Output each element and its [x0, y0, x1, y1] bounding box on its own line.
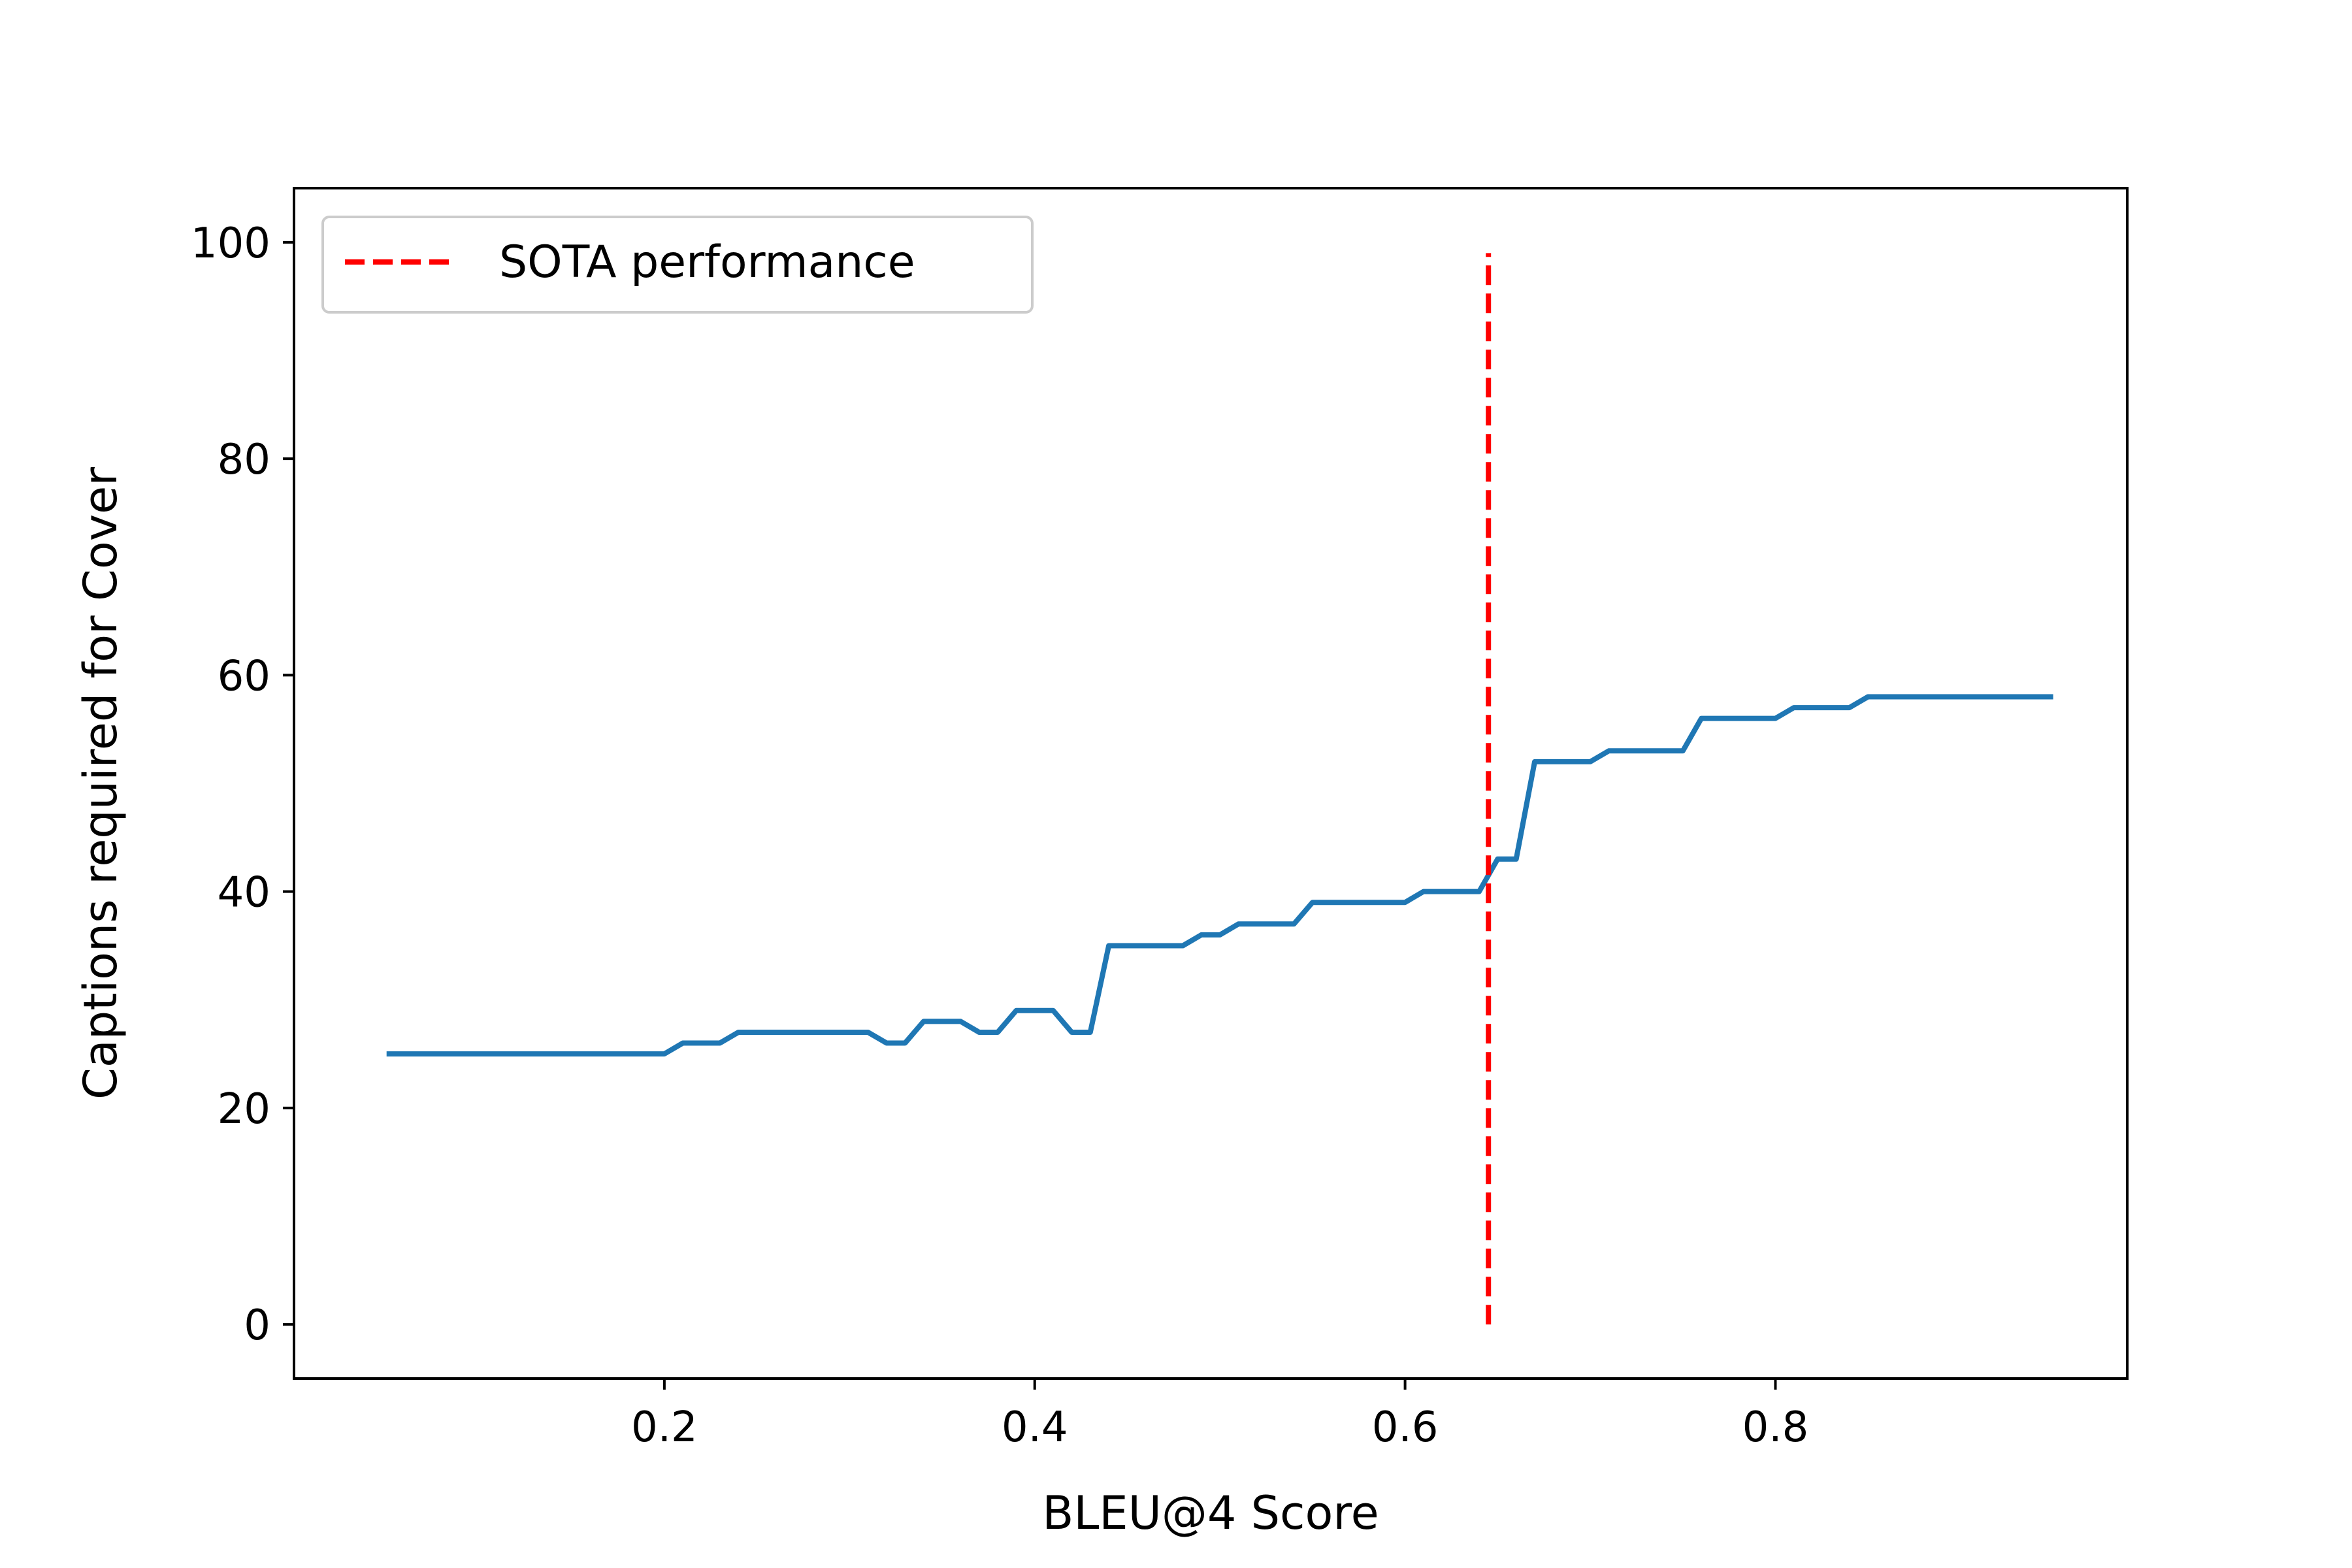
series-layer: [386, 253, 2053, 1325]
x-tick-label: 0.4: [1002, 1403, 1068, 1452]
legend-box: [321, 216, 1034, 314]
y-axis-ticks: 0 20 40 60 80 100: [191, 220, 294, 1350]
y-tick-label: 0: [244, 1301, 270, 1350]
y-tick-label: 60: [218, 652, 270, 700]
y-tick-label: 100: [191, 220, 270, 268]
legend: SOTA performance: [321, 216, 1034, 314]
captions-series-line: [386, 694, 2053, 1057]
y-tick-label: 80: [218, 436, 270, 484]
x-tick-label: 0.8: [1742, 1403, 1809, 1452]
x-axis-ticks: 0.2 0.4 0.6 0.8: [631, 1379, 1808, 1452]
x-tick-label: 0.6: [1372, 1403, 1439, 1452]
x-tick-label: 0.2: [631, 1403, 698, 1452]
x-axis-label: BLEU@4 Score: [1042, 1486, 1379, 1540]
y-axis-label: Captions required for Cover: [74, 467, 127, 1100]
plot-frame: [293, 187, 2129, 1380]
legend-label-sota: SOTA performance: [499, 237, 915, 288]
y-tick-label: 20: [218, 1085, 270, 1134]
y-tick-label: 40: [218, 869, 270, 917]
